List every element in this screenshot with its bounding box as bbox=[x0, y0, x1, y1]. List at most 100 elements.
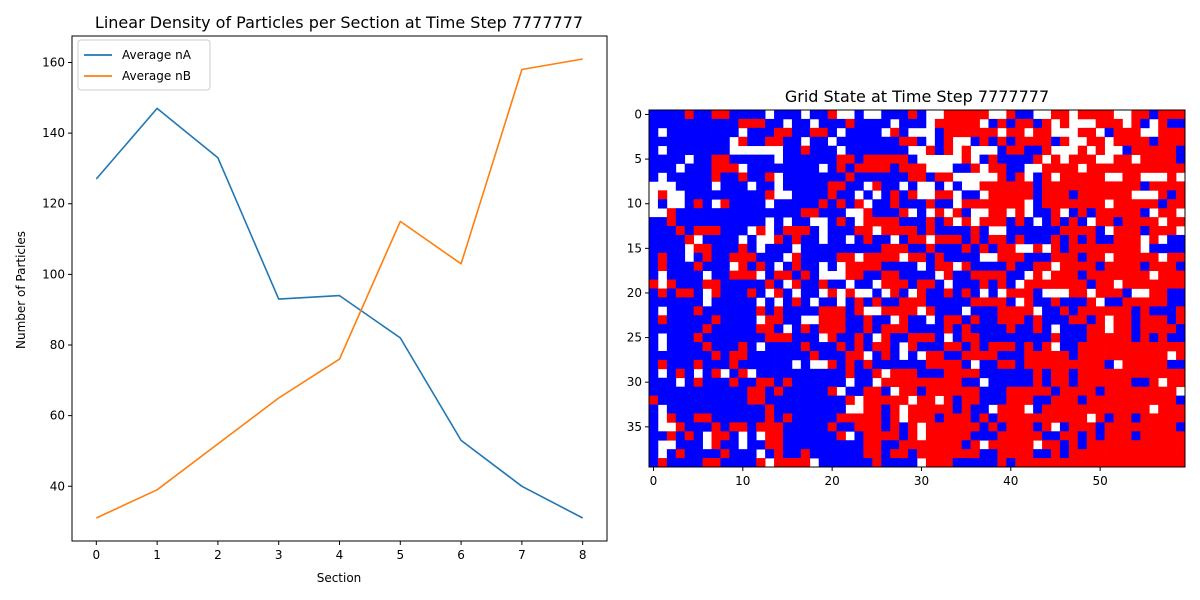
grid-cell-b bbox=[1006, 288, 1016, 298]
grid-cell-a bbox=[1176, 234, 1186, 245]
grid-cell-b bbox=[988, 199, 998, 209]
grid-cell-b bbox=[890, 404, 900, 414]
grid-cell-b bbox=[952, 342, 963, 352]
grid-cell-b bbox=[970, 163, 980, 173]
grid-cell-b bbox=[1033, 458, 1043, 468]
grid-cell-a bbox=[899, 110, 909, 120]
grid-cell-b bbox=[1104, 395, 1114, 405]
grid-cell-a bbox=[720, 226, 730, 236]
grid-cell-a bbox=[791, 190, 802, 200]
grid-cell-b bbox=[1051, 449, 1061, 459]
grid-cell-a bbox=[747, 217, 757, 227]
grid-cell-a bbox=[675, 145, 686, 155]
grid-cell-b bbox=[1068, 449, 1079, 459]
grid-cell-a bbox=[738, 333, 748, 343]
grid-cell-a bbox=[684, 386, 695, 396]
grid-cell-b bbox=[863, 217, 873, 227]
grid-cell-a bbox=[783, 172, 793, 182]
grid-cell-a bbox=[836, 359, 846, 370]
grid-cell-a bbox=[800, 377, 811, 388]
grid-cell-a bbox=[702, 368, 712, 379]
grid-cell-b bbox=[934, 431, 945, 441]
grid-cell-b bbox=[827, 306, 837, 316]
grid-cell-b bbox=[863, 324, 873, 334]
grid-cell-b bbox=[1095, 350, 1105, 361]
grid-cell-a bbox=[1131, 306, 1141, 316]
grid-cell-b bbox=[666, 208, 677, 218]
grid-cell-a bbox=[997, 154, 1007, 164]
grid-cell-a bbox=[1131, 315, 1141, 325]
grid-cell-a bbox=[854, 172, 864, 182]
grid-cell-a bbox=[1051, 431, 1061, 441]
grid-cell-b bbox=[1131, 172, 1141, 182]
grid-cell-a bbox=[791, 181, 802, 191]
grid-cell-b bbox=[1033, 350, 1043, 361]
grid-cell-a bbox=[997, 395, 1007, 405]
grid-cell-a bbox=[854, 136, 864, 147]
grid-cell-b bbox=[1077, 413, 1088, 423]
grid-cell-b bbox=[943, 404, 954, 414]
grid-cell-a bbox=[1140, 208, 1150, 218]
line-chart: Linear Density of Particles per Section … bbox=[14, 13, 608, 585]
grid-cell-b bbox=[1077, 404, 1088, 414]
grid-cell-b bbox=[1131, 118, 1141, 129]
grid-cell-b bbox=[1042, 127, 1052, 138]
grid-cell-b bbox=[988, 217, 998, 227]
grid-cell-b bbox=[1095, 368, 1105, 379]
grid-cell-a bbox=[765, 208, 775, 218]
grid-cell-a bbox=[765, 261, 775, 272]
grid-cell-b bbox=[845, 350, 855, 361]
grid-cell-b bbox=[1033, 324, 1043, 334]
grid-cell-b bbox=[997, 404, 1007, 414]
grid-cell-a bbox=[845, 422, 855, 432]
grid-cell-a bbox=[845, 386, 855, 396]
grid-cell-a bbox=[1024, 368, 1034, 379]
grid-cell-b bbox=[1042, 359, 1052, 370]
grid-cell-a bbox=[800, 127, 811, 138]
grid-cell-b bbox=[1122, 127, 1132, 138]
grid-cell-a bbox=[774, 413, 784, 423]
grid-cell-a bbox=[711, 118, 721, 129]
grid-cell-b bbox=[1095, 342, 1105, 352]
grid-cell-b bbox=[845, 118, 855, 129]
grid-cell-b bbox=[854, 297, 864, 307]
grid-cell-a bbox=[800, 252, 811, 263]
grid-cell-a bbox=[675, 333, 686, 343]
grid-cell-a bbox=[657, 154, 668, 164]
grid-cell-b bbox=[1095, 270, 1105, 280]
grid-cell-a bbox=[765, 163, 775, 173]
grid-cell-a bbox=[765, 386, 775, 396]
grid-cell-b bbox=[979, 199, 989, 209]
grid-cell-b bbox=[1095, 199, 1105, 209]
grid-cell-b bbox=[747, 386, 757, 396]
grid-cell-b bbox=[1033, 127, 1043, 138]
grid-cell-a bbox=[818, 172, 829, 182]
grid-cell-a bbox=[720, 127, 730, 138]
grid-cell-b bbox=[783, 377, 793, 388]
grid-cell-a bbox=[818, 377, 829, 388]
grid-cell-b bbox=[988, 127, 998, 138]
grid-cell-b bbox=[1104, 110, 1114, 120]
grid-cell-b bbox=[1086, 431, 1097, 441]
grid-cell-a bbox=[1033, 181, 1043, 191]
grid-cell-b bbox=[952, 234, 963, 245]
grid-cell-b bbox=[1104, 181, 1114, 191]
grid-cell-a bbox=[988, 324, 998, 334]
grid-cell-b bbox=[1113, 181, 1123, 191]
grid-cell-a bbox=[657, 377, 668, 388]
grid-cell-a bbox=[693, 208, 703, 218]
grid-cell-b bbox=[836, 315, 846, 325]
grid-cell-a bbox=[783, 145, 793, 155]
grid-cell-b bbox=[845, 270, 855, 280]
grid-cell-b bbox=[693, 359, 703, 370]
grid-cell-b bbox=[1167, 279, 1177, 289]
grid-cell-a bbox=[765, 127, 775, 138]
grid-cell-b bbox=[1059, 199, 1070, 209]
grid-cell-a bbox=[970, 190, 980, 200]
grid-cell-b bbox=[1077, 190, 1088, 200]
grid-cell-a bbox=[809, 110, 820, 120]
grid-cell-a bbox=[917, 243, 927, 254]
grid-cell-b bbox=[1086, 172, 1097, 182]
grid-cell-a bbox=[863, 458, 873, 468]
grid-cell-b bbox=[943, 458, 954, 468]
